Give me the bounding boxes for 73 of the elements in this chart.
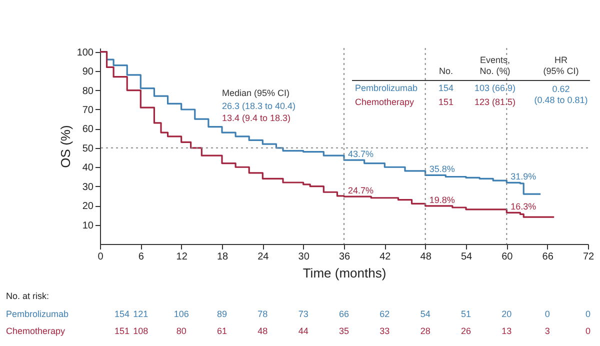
text: 13 bbox=[502, 326, 512, 336]
y-tick-label: 20 bbox=[82, 201, 94, 212]
annotation: 43.7% bbox=[348, 149, 374, 160]
annotation: No. bbox=[438, 66, 454, 76]
text: Pembrolizumab bbox=[355, 83, 418, 93]
annotation: Events, No. (%) bbox=[480, 55, 510, 77]
text: 73 bbox=[298, 309, 308, 319]
annotation: 24.7% bbox=[348, 186, 374, 196]
text: 51 bbox=[460, 309, 472, 319]
annotation: 19.8% bbox=[429, 194, 455, 205]
text: 66 bbox=[338, 309, 350, 319]
x-tick-label: 66 bbox=[542, 252, 554, 262]
x-tick-label: 24 bbox=[258, 252, 270, 262]
text: Chemotherapy bbox=[6, 326, 66, 336]
text: 44 bbox=[298, 326, 308, 336]
x-axis-title: Time (months) bbox=[302, 266, 386, 280]
y-axis-title: OS (%) bbox=[58, 125, 73, 168]
text: 154 bbox=[114, 309, 130, 319]
annotation: Median (95% CI) bbox=[222, 88, 290, 98]
text: 108 bbox=[133, 326, 148, 336]
annotation: 0.62 (0.48 to 0.81) bbox=[534, 84, 588, 106]
text: 48 bbox=[258, 326, 268, 336]
x-tick-label: 54 bbox=[460, 252, 472, 262]
x-tick-label: 42 bbox=[380, 252, 392, 262]
x-tick-label: 48 bbox=[420, 252, 432, 262]
text: 54 bbox=[420, 309, 430, 319]
text: 35 bbox=[338, 326, 350, 336]
x-tick-label: 60 bbox=[502, 252, 514, 262]
text: 26 bbox=[460, 326, 472, 336]
annotation: 35.8% bbox=[429, 164, 455, 174]
text: 106 bbox=[174, 309, 189, 319]
text: 0 bbox=[544, 309, 550, 319]
text: 28 bbox=[420, 326, 430, 336]
y-tick-label: 40 bbox=[82, 162, 94, 174]
y-tick-label: 80 bbox=[82, 86, 94, 97]
annotation: 151 bbox=[438, 97, 454, 107]
annotation: 26.3 (18.3 to 40.4) bbox=[222, 101, 296, 111]
annotation: 154 bbox=[438, 83, 454, 93]
annotation: 16.3% bbox=[510, 202, 536, 212]
text: Pembrolizumab bbox=[6, 309, 69, 319]
annotation: 103 (66.9) bbox=[474, 83, 516, 93]
x-tick-label: 6 bbox=[138, 252, 144, 262]
y-tick-label: 60 bbox=[82, 124, 94, 136]
x-tick-label: 30 bbox=[298, 252, 310, 262]
text: 33 bbox=[380, 326, 390, 336]
text: 78 bbox=[258, 309, 268, 319]
text: 80 bbox=[176, 326, 186, 336]
x-tick-label: 18 bbox=[216, 252, 228, 262]
x-tick-label: 72 bbox=[582, 252, 594, 262]
annotation: 31.9% bbox=[510, 172, 536, 182]
text: 20 bbox=[502, 309, 512, 319]
text: 121 bbox=[133, 309, 148, 319]
annotation: 13.4 (9.4 to 18.3) bbox=[222, 113, 291, 123]
text: No. at risk: bbox=[6, 291, 50, 301]
text: 3 bbox=[544, 326, 550, 336]
annotation: 123 (81.5) bbox=[474, 97, 516, 107]
text: 151 bbox=[114, 326, 130, 336]
text: 89 bbox=[216, 309, 228, 319]
y-tick-label: 30 bbox=[82, 182, 94, 193]
y-tick-label: 100 bbox=[76, 47, 94, 58]
text: 62 bbox=[380, 309, 390, 319]
text: Chemotherapy bbox=[355, 97, 414, 107]
x-tick-label: 36 bbox=[338, 252, 350, 262]
y-tick-label: 10 bbox=[82, 220, 94, 232]
text: 0 bbox=[585, 309, 591, 319]
text: 0 bbox=[585, 326, 591, 336]
text: 61 bbox=[216, 326, 228, 336]
x-tick-label: 12 bbox=[176, 252, 188, 262]
x-tick-label: 0 bbox=[98, 252, 104, 262]
y-tick-label: 70 bbox=[82, 104, 94, 116]
y-tick-label: 90 bbox=[82, 66, 94, 78]
y-tick-label: 50 bbox=[82, 143, 94, 154]
annotation: HR (95% CI) bbox=[543, 55, 579, 77]
